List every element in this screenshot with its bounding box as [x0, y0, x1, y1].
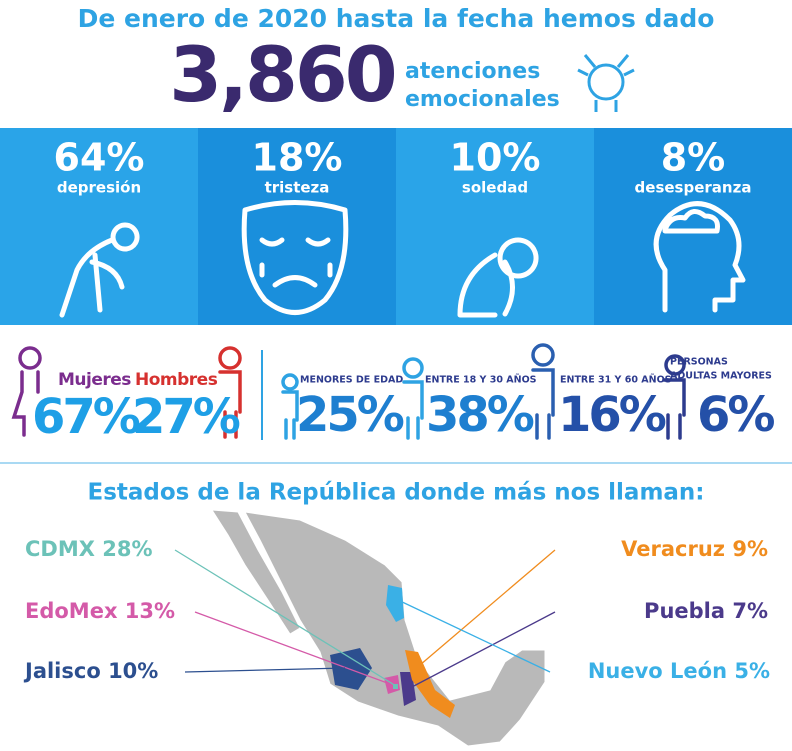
leader-lines [174, 549, 556, 689]
states-title: Estados de la República donde más nos ll… [87, 480, 704, 506]
age-label: PERSONAS [670, 357, 728, 368]
total: 3,860 [169, 30, 395, 119]
state-label: Puebla 7% [644, 599, 768, 623]
gender-value: 27% [132, 389, 240, 445]
head-icon [577, 54, 635, 112]
total-label: atenciones [405, 59, 540, 84]
gender-value: 67% [32, 389, 140, 445]
intro: De enero de 2020 hasta la fecha hemos da… [78, 4, 715, 33]
total-label: emocionales [405, 87, 560, 112]
emotion-label: soledad [462, 179, 528, 197]
person-icons [11, 343, 686, 440]
emotion-band [0, 128, 792, 325]
age-value: 38% [426, 387, 534, 443]
age-label: MENORES DE EDAD [300, 375, 403, 386]
state-label: CDMX 28% [25, 537, 153, 561]
age-label: ENTRE 18 Y 30 AÑOS [425, 375, 537, 386]
gender-label: Mujeres [58, 370, 131, 390]
gender-label: Hombres [135, 370, 218, 390]
age-value: 25% [296, 387, 404, 443]
age-label: ENTRE 31 Y 60 AÑOS [560, 375, 672, 386]
age-label: ADULTAS MAYORES [670, 371, 772, 382]
map [211, 509, 546, 747]
emotion-value: 64% [54, 136, 145, 180]
emotion-label: tristeza [265, 179, 330, 197]
age-value: 6% [697, 387, 774, 443]
state-label: Jalisco 10% [23, 659, 158, 683]
emotion-label: depresión [57, 179, 141, 197]
age-value: 16% [558, 387, 666, 443]
state-label: Nuevo León 5% [588, 659, 770, 683]
emotion-value: 18% [252, 136, 343, 180]
emotion-value: 8% [661, 136, 726, 180]
state-label: Veracruz 9% [621, 537, 768, 561]
emotion-label: desesperanza [635, 179, 752, 197]
emotion-value: 10% [450, 136, 541, 180]
emotion-icons [59, 200, 746, 318]
state-label: EdoMex 13% [25, 599, 175, 623]
